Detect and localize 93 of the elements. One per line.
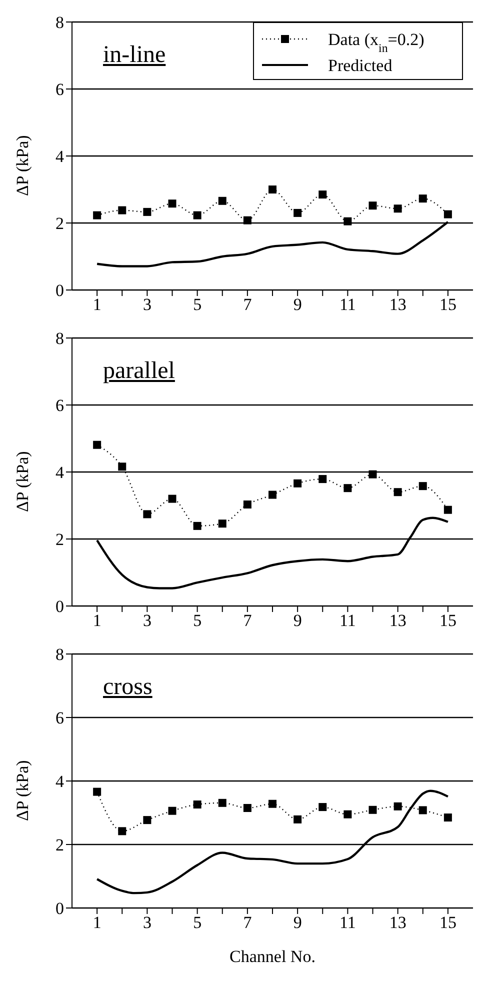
x-tick-label: 13 [389,295,406,314]
x-tick-label: 11 [340,913,356,932]
point [394,802,402,810]
point [268,490,276,499]
x-tick-label: 1 [92,295,102,314]
point [418,482,427,490]
point [168,806,176,815]
y-axis-title: ΔP (kPa) [13,760,32,821]
point [294,208,302,217]
point [218,520,226,528]
x-tick-label: 13 [389,913,406,932]
y-tick-label: 6 [56,708,64,728]
point [444,814,452,822]
point [143,208,152,216]
x-tick-label: 13 [389,611,406,630]
point [118,827,126,836]
point [368,470,377,478]
y-tick-label: 4 [56,772,64,792]
x-tick-label: 1 [92,611,102,630]
point [143,510,152,518]
x-tick-label: 3 [142,295,152,314]
text: cross [103,674,152,701]
x-tick-label: 15 [439,611,456,630]
point [344,484,352,492]
point [193,522,202,530]
y-tick-label: 4 [56,463,64,482]
x-tick-label: 5 [193,913,202,932]
y-tick-label: 4 [56,147,64,166]
y-axis-title: ΔP (kPa) [13,135,32,196]
point [444,210,452,218]
point [193,800,202,808]
y-tick-label: 0 [56,597,64,616]
point [93,440,102,449]
point [344,810,352,818]
point [168,494,176,503]
point [268,800,276,808]
point [368,806,377,814]
point [318,475,327,484]
x-tick-label: 3 [142,913,152,932]
legend-label: Predicted [328,56,393,75]
y-tick-label: 6 [56,80,64,100]
point [318,190,327,199]
point [344,217,352,226]
point [118,462,126,471]
point [394,204,402,213]
y-tick-label: 0 [56,899,64,918]
y-tick-label: 8 [56,329,64,348]
point [368,202,377,210]
y-tick-label: 2 [56,836,64,855]
point [294,479,302,488]
y-tick-label: 2 [56,530,64,550]
x-tick-label: 5 [193,295,202,314]
y-tick-label: 6 [56,396,64,416]
x-tick-label: 7 [243,611,252,630]
point [243,804,252,812]
x-tick-label: 7 [243,913,252,932]
y-axis-title: ΔP (kPa) [13,451,32,512]
point [118,206,126,214]
x-tick-label: 15 [439,295,456,314]
point [243,500,252,508]
x-tick-label: 5 [193,611,202,630]
y-tick-label: 8 [56,13,64,32]
point [418,194,427,203]
point [394,488,402,496]
x-tick-label: 7 [243,295,252,314]
x-tick-label: 11 [340,611,356,630]
x-axis-title: Channel No. [230,947,316,966]
point [444,506,452,514]
point [168,200,176,208]
point [268,186,276,194]
x-tick-label: 3 [142,611,152,630]
point [218,196,226,205]
legend-label: Data (x$_{in}$=0.2) [328,30,424,55]
y-tick-label: 2 [56,214,64,234]
x-tick-label: 15 [439,913,456,932]
point [218,798,226,807]
point [193,211,202,220]
point [294,815,302,824]
point [93,788,102,796]
x-tick-label: 9 [293,611,302,630]
x-tick-label: 1 [92,913,102,932]
text: parallel [103,358,175,385]
point [318,803,327,812]
point [143,816,152,824]
point [243,216,252,224]
text: in-line [103,42,166,69]
point [418,806,427,814]
y-tick-label: 8 [56,645,64,664]
x-tick-label: 9 [293,913,302,932]
point [93,211,102,220]
y-tick-label: 0 [56,281,64,300]
x-tick-label: 9 [293,295,302,314]
x-tick-label: 11 [340,295,356,314]
